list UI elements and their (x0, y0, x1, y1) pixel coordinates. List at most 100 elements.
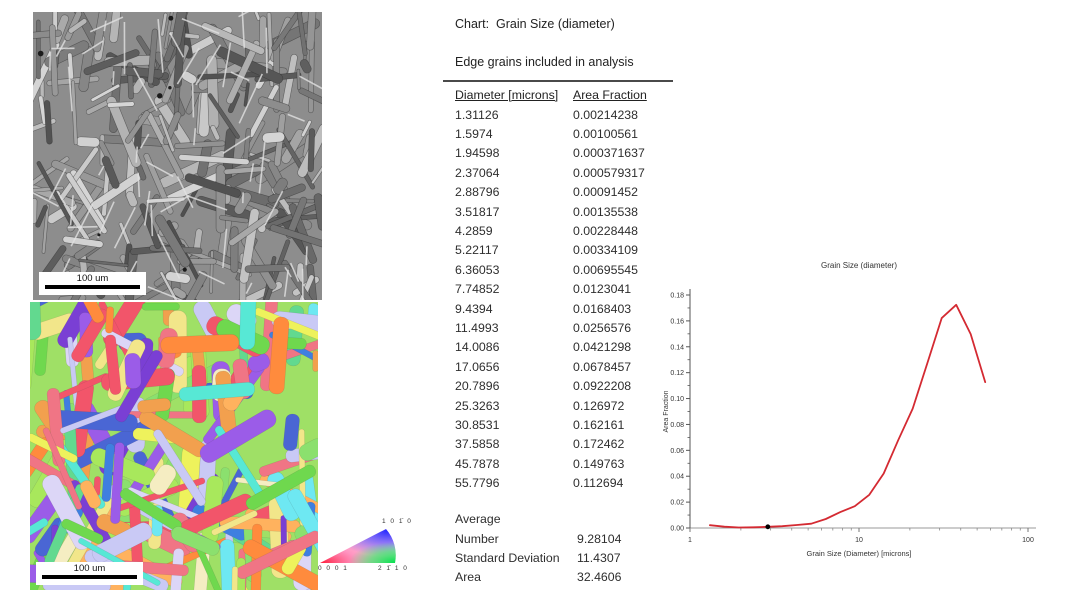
stat-label: Standard Deviation (455, 550, 560, 565)
area-fraction-cell: 0.112694 (573, 476, 624, 491)
stats-row: Standard Deviation 11.4307 (443, 548, 673, 567)
area-fraction-cell: 0.00135538 (573, 204, 638, 219)
table-body: 1.31126 0.00214238 1.5974 0.00100561 1.94598… (443, 105, 673, 493)
stats-header: Average (455, 512, 501, 527)
stats-body: Number 9.28104 Standard Deviation 11.4307 Ar… (443, 529, 673, 587)
table-row: 2.88796 0.00091452 (443, 183, 673, 202)
diameter-cell: 1.94598 (455, 146, 500, 161)
table-row: 2.37064 0.000579317 (443, 163, 673, 182)
diameter-cell: 3.51817 (455, 204, 500, 219)
y-tick-label: 0.18 (670, 293, 684, 300)
ipf-label-1010: 1 0 1̄ 0 (382, 518, 413, 525)
sem-micrograph: 100 um (33, 12, 322, 300)
table-row: 9.4394 0.0168403 (443, 299, 673, 318)
area-fraction-cell: 0.0168403 (573, 301, 632, 316)
area-fraction-cell: 0.172462 (573, 437, 625, 452)
area-fraction-cell: 0.0421298 (573, 340, 632, 355)
y-tick-label: 0.02 (670, 500, 684, 507)
ebsd-scale-bar-line (42, 575, 137, 579)
chart-title: Grain Size (diameter) (821, 261, 897, 270)
stat-value: 9.28104 (577, 531, 622, 546)
area-fraction-cell: 0.00214238 (573, 107, 638, 122)
y-tick-label: 0.16 (670, 318, 684, 325)
table-header-row: Diameter [microns] Area Fraction (443, 85, 673, 105)
y-tick-label: 0.12 (670, 370, 684, 377)
table-row: 37.5858 0.172462 (443, 435, 673, 454)
ipf-triangle (320, 529, 396, 563)
table-row: 11.4993 0.0256576 (443, 318, 673, 337)
sem-scale-bar-line (45, 285, 140, 289)
diameter-cell: 1.5974 (455, 127, 493, 142)
ipf-label-0001: 0 0 0 1 (318, 565, 349, 572)
sem-micrograph-image (33, 12, 322, 300)
area-fraction-cell: 0.149763 (573, 456, 625, 471)
table-row: 5.22117 0.00334109 (443, 241, 673, 260)
ipf-color-key: 1 0 1̄ 0 0 0 0 1 2 1̄ 1 0 (316, 503, 416, 583)
table-row: 7.74852 0.0123041 (443, 280, 673, 299)
stat-value: 32.4606 (577, 569, 622, 584)
x-tick-label: 1 (688, 537, 692, 544)
sem-scale-bar-label: 100 um (76, 273, 109, 284)
table-rule (443, 80, 673, 82)
table-row: 55.7796 0.112694 (443, 473, 673, 492)
diameter-cell: 4.2859 (455, 224, 493, 239)
column-header-area-fraction: Area Fraction (573, 88, 647, 102)
x-axis-label: Grain Size (Diameter) [microns] (806, 549, 911, 558)
table-title: Chart: Grain Size (diameter) (455, 17, 615, 31)
ebsd-scale-bar: 100 um (36, 562, 143, 585)
table-row: 45.7878 0.149763 (443, 454, 673, 473)
ebsd-map-image (30, 302, 318, 590)
diameter-cell: 45.7878 (455, 456, 500, 471)
x-tick-label: 10 (855, 537, 863, 544)
x-tick-label: 100 (1022, 537, 1034, 544)
diameter-cell: 17.0656 (455, 359, 500, 374)
table-row: 1.5974 0.00100561 (443, 124, 673, 143)
table-row: 3.51817 0.00135538 (443, 202, 673, 221)
ipf-label-2110: 2 1̄ 1 0 (378, 565, 409, 572)
table-subtitle: Edge grains included in analysis (455, 55, 634, 69)
y-tick-label: 0.14 (670, 344, 684, 351)
area-fraction-curve (709, 303, 987, 529)
stats-row: Area 32.4606 (443, 567, 673, 586)
diameter-cell: 11.4993 (455, 320, 499, 335)
y-tick-label: 0.10 (670, 396, 684, 403)
table-row: 20.7896 0.0922208 (443, 376, 673, 395)
grain-size-chart-panel: Grain Size (diameter) 0.00 0.02 0.04 0.06 0.0… (655, 248, 1080, 583)
diameter-cell: 25.3263 (455, 398, 500, 413)
stat-value: 11.4307 (577, 550, 621, 565)
table-row: 1.31126 0.00214238 (443, 105, 673, 124)
table-row: 4.2859 0.00228448 (443, 221, 673, 240)
grain-size-table: Chart: Grain Size (diameter) Edge grains… (443, 14, 673, 587)
ebsd-orientation-map: 100 um (30, 302, 318, 590)
column-header-diameter: Diameter [microns] (455, 88, 559, 102)
area-fraction-cell: 0.0256576 (573, 320, 632, 335)
area-fraction-cell: 0.00091452 (573, 185, 638, 200)
stats-row: Number 9.28104 (443, 529, 673, 548)
diameter-cell: 20.7896 (455, 379, 500, 394)
diameter-cell: 7.74852 (455, 282, 500, 297)
area-fraction-cell: 0.000579317 (573, 165, 645, 180)
table-row: 1.94598 0.000371637 (443, 144, 673, 163)
area-fraction-cell: 0.00100561 (573, 127, 638, 142)
diameter-cell: 9.4394 (455, 301, 493, 316)
stat-label: Area (455, 569, 481, 584)
y-tick-label: 0.04 (670, 474, 684, 481)
area-fraction-cell: 0.00695545 (573, 262, 638, 277)
grain-size-chart: Grain Size (diameter) 0.00 0.02 0.04 0.06 0.0… (663, 261, 1036, 558)
table-row: 30.8531 0.162161 (443, 415, 673, 434)
ebsd-scale-bar-label: 100 um (73, 563, 106, 574)
diameter-cell: 14.0086 (455, 340, 500, 355)
table-row: 17.0656 0.0678457 (443, 357, 673, 376)
diameter-cell: 30.8531 (455, 417, 500, 432)
table-row: 6.36053 0.00695545 (443, 260, 673, 279)
y-tick-label: 0.06 (670, 448, 684, 455)
stat-label: Number (455, 531, 499, 546)
marker-point (765, 524, 771, 530)
diameter-cell: 55.7796 (455, 476, 500, 491)
area-fraction-cell: 0.162161 (573, 417, 625, 432)
diameter-cell: 1.31126 (455, 107, 499, 122)
y-axis-label: Area Fraction (663, 390, 670, 432)
y-tick-label: 0.08 (670, 422, 684, 429)
area-fraction-cell: 0.0678457 (573, 359, 632, 374)
